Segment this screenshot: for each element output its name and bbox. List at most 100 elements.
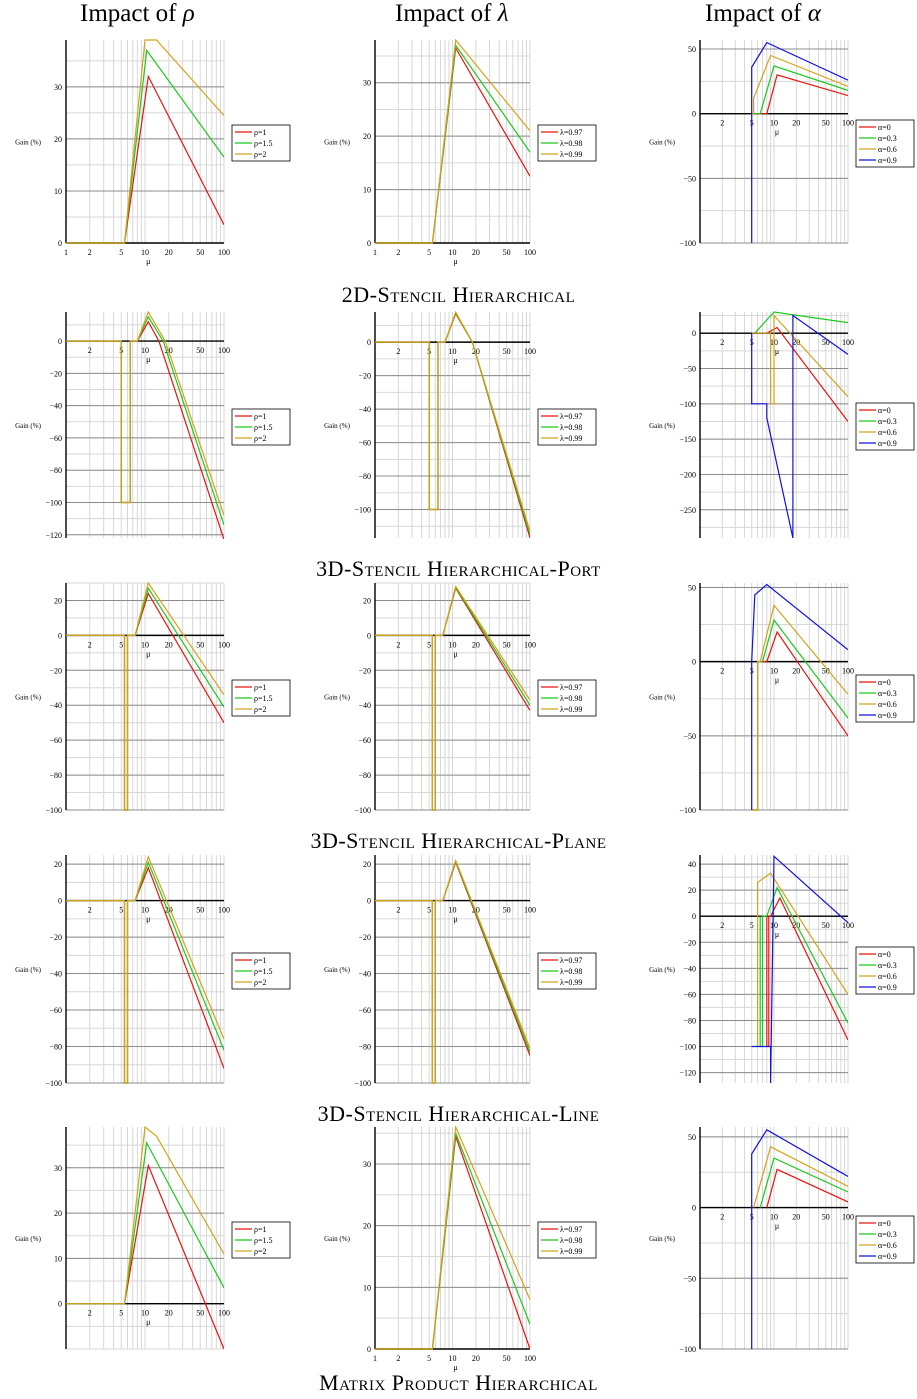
legend: ρ=1 ρ=1.5 ρ=2 [231, 679, 291, 717]
y-tick-label: −100 [679, 806, 696, 815]
row-title-2d-stencil: 2D-Stencil Hierarchical [341, 282, 576, 307]
row-title-3d-plane: 3D-Stencil Hierarchical-Plane [310, 828, 607, 853]
column-header-alpha: Impact of α [705, 0, 821, 27]
x-axis-label: μ [454, 257, 458, 266]
series-line [751, 583, 848, 810]
series-line [375, 1126, 530, 1350]
legend-entry: ρ=1.5 [254, 967, 273, 976]
y-tick-label: 20 [54, 1209, 62, 1218]
legend-entry: ρ=1.5 [254, 694, 273, 703]
x-tick-label: 2 [396, 347, 400, 356]
series-line [375, 311, 530, 532]
legend-entry: λ=0.98 [560, 694, 582, 703]
y-tick-label: −50 [683, 732, 696, 741]
y-tick-label: 50 [688, 583, 696, 592]
x-tick-label: 2 [396, 906, 400, 915]
y-tick-label: 0 [367, 338, 371, 347]
y-tick-label: −60 [49, 1006, 62, 1015]
y-axis-label: Gain (%) [324, 422, 351, 430]
y-tick-label: −60 [358, 1006, 371, 1015]
x-tick-label: 20 [792, 119, 800, 128]
legend-entry: α=0.3 [878, 417, 897, 426]
y-tick-label: 0 [692, 110, 696, 119]
x-tick-label: 20 [792, 921, 800, 930]
x-tick-label: 5 [119, 248, 123, 257]
y-tick-label: −80 [49, 771, 62, 780]
x-tick-label: 50 [503, 347, 511, 356]
x-tick-label: 20 [165, 248, 173, 257]
x-tick-label: 20 [792, 1213, 800, 1222]
x-tick-label: 50 [196, 346, 204, 355]
legend-entry: λ=0.99 [560, 705, 582, 714]
y-tick-label: −100 [45, 806, 62, 815]
legend-box [855, 946, 915, 995]
y-axis-label: Gain (%) [649, 1235, 676, 1243]
legend-entry: λ=0.98 [560, 967, 582, 976]
x-axis-label: μ [146, 915, 150, 924]
y-tick-label: −100 [679, 1345, 696, 1354]
y-tick-label: −200 [679, 470, 696, 479]
x-tick-label: 10 [449, 347, 457, 356]
y-tick-label: 30 [54, 83, 62, 92]
y-tick-label: −40 [49, 970, 62, 979]
y-tick-label: 0 [58, 631, 62, 640]
x-axis-label: μ [146, 1318, 150, 1327]
x-tick-label: 50 [822, 921, 830, 930]
legend-entry: α=0 [878, 123, 891, 132]
x-tick-label: 2 [88, 1309, 92, 1318]
x-tick-label: 100 [218, 346, 230, 355]
legend-entry: λ=0.97 [560, 128, 582, 137]
legend-entry: α=0.3 [878, 134, 897, 143]
series-line [375, 858, 530, 1084]
y-tick-label: −50 [683, 174, 696, 183]
legend-entry: α=0 [878, 1219, 891, 1228]
x-tick-label: 100 [524, 248, 536, 257]
row-title-3d-port: 3D-Stencil Hierarchical-Port [316, 556, 601, 581]
series-line [751, 604, 848, 811]
x-tick-label: 50 [503, 640, 511, 649]
series-line [375, 585, 530, 811]
x-tick-label: 100 [218, 906, 230, 915]
series-line [751, 630, 848, 811]
x-tick-label: 50 [503, 1354, 511, 1363]
x-tick-label: 5 [427, 906, 431, 915]
y-tick-label: −100 [354, 1079, 371, 1088]
x-tick-label: 100 [218, 248, 230, 257]
x-tick-label: 2 [396, 1354, 400, 1363]
x-tick-label: 10 [449, 640, 457, 649]
chart-r4-c1: 0 10 20 30 1 2 5 10 20 50 100 μ Gain (%) λ=0.97 λ=0.98… [324, 1126, 597, 1372]
x-tick-label: 2 [720, 119, 724, 128]
x-tick-label: 10 [141, 248, 149, 257]
legend-entry: λ=0.99 [560, 434, 582, 443]
series-line [66, 39, 224, 244]
y-tick-label: −100 [679, 1043, 696, 1052]
legend-entry: ρ=2 [254, 705, 267, 714]
y-tick-label: −60 [49, 736, 62, 745]
y-tick-label: 50 [688, 45, 696, 54]
y-tick-label: 0 [367, 239, 371, 248]
x-tick-label: 50 [822, 119, 830, 128]
y-tick-label: −100 [354, 806, 371, 815]
x-tick-label: 10 [141, 640, 149, 649]
x-tick-label: 100 [218, 640, 230, 649]
y-tick-label: 20 [54, 135, 62, 144]
legend-entry: α=0.6 [878, 972, 897, 981]
legend-entry: α=0 [878, 406, 891, 415]
y-axis-label: Gain (%) [649, 966, 676, 974]
y-tick-label: −100 [45, 1079, 62, 1088]
x-tick-label: 20 [165, 640, 173, 649]
legend-entry: λ=0.99 [560, 1247, 582, 1256]
legend-box [231, 1221, 291, 1259]
y-tick-label: 10 [54, 1254, 62, 1263]
series-line [375, 39, 530, 244]
legend-entry: α=0.6 [878, 145, 897, 154]
y-tick-label: 0 [367, 1345, 371, 1354]
y-axis-label: Gain (%) [15, 966, 42, 974]
x-tick-label: 10 [449, 1354, 457, 1363]
